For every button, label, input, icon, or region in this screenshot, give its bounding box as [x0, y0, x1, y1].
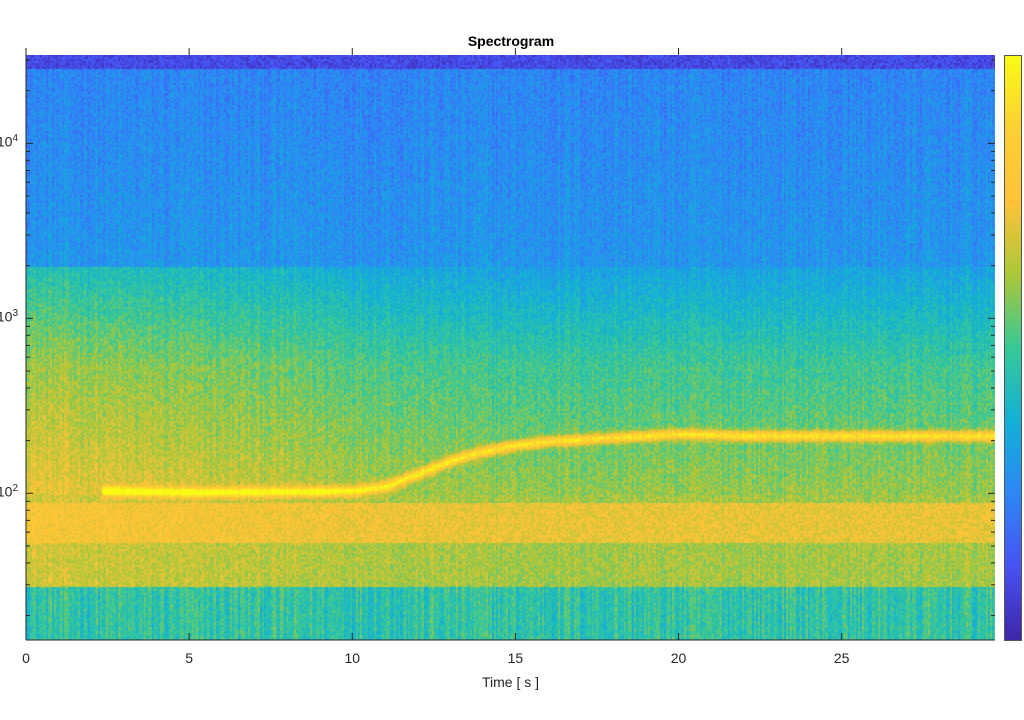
axes-frame: [25, 48, 995, 641]
x-axis-label: Time [ s ]: [481, 674, 540, 690]
y-tick-label: 102: [0, 483, 18, 500]
y-tick-base: 10: [0, 483, 13, 500]
colorbar: [1004, 55, 1022, 641]
plot-area: [25, 48, 995, 641]
y-tick-exponent: 2: [12, 483, 18, 495]
x-tick-label: 25: [833, 650, 850, 666]
spectrogram-image: [26, 55, 995, 640]
y-tick-base: 10: [0, 134, 13, 151]
x-tick-label: 10: [344, 650, 361, 666]
y-tick-exponent: 4: [12, 133, 18, 145]
x-tick-label: 0: [22, 650, 30, 666]
y-tick-base: 10: [0, 308, 13, 325]
y-tick-exponent: 3: [12, 308, 18, 320]
x-tick-label: 20: [670, 650, 687, 666]
x-tick-label: 5: [185, 650, 194, 666]
x-tick-label: 15: [507, 650, 524, 666]
chart-title: Spectrogram: [467, 33, 555, 49]
y-tick-label: 103: [0, 308, 18, 325]
y-tick-label: 104: [0, 133, 18, 150]
